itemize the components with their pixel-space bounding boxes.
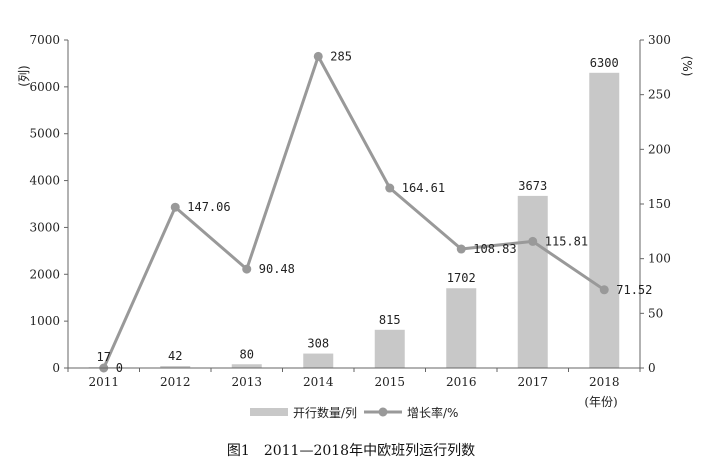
line-point bbox=[456, 244, 466, 254]
bar bbox=[374, 329, 405, 368]
bar-value-label: 17 bbox=[97, 350, 111, 364]
line-value-label: 0 bbox=[116, 361, 123, 375]
line-point bbox=[599, 285, 609, 295]
right-axis-ticks: 0 50 100 150 200 250 300 bbox=[640, 33, 671, 375]
bar bbox=[589, 72, 620, 369]
legend-bar-swatch bbox=[250, 408, 288, 416]
y-left-tick-label: 3000 bbox=[29, 220, 60, 234]
x-tick-label: 2015 bbox=[374, 375, 405, 389]
y-left-axis-title: (列) bbox=[17, 65, 31, 86]
y-right-tick-label: 100 bbox=[648, 252, 671, 266]
line-point bbox=[528, 236, 538, 246]
line-series bbox=[99, 51, 609, 373]
bar-value-label: 42 bbox=[168, 349, 182, 363]
y-left-tick-label: 0 bbox=[52, 361, 60, 375]
bar bbox=[517, 195, 548, 368]
legend: 开行数量/列 增长率/% bbox=[250, 405, 458, 420]
bar-value-label: 6300 bbox=[590, 56, 619, 70]
line-value-label: 108.83 bbox=[473, 242, 516, 256]
left-axis-ticks: 0 1000 2000 3000 4000 5000 6000 7000 bbox=[29, 33, 68, 375]
line-value-label: 115.81 bbox=[545, 234, 588, 248]
growth-rate-line bbox=[102, 54, 606, 369]
legend-bar-label: 开行数量/列 bbox=[293, 405, 357, 420]
y-left-tick-label: 1000 bbox=[29, 314, 60, 328]
bar-value-label: 80 bbox=[240, 347, 254, 361]
x-tick-label: 2018 bbox=[589, 375, 620, 389]
bar bbox=[231, 364, 262, 368]
y-right-tick-label: 250 bbox=[648, 88, 671, 102]
bar-series bbox=[88, 72, 620, 369]
line-value-label: 164.61 bbox=[402, 181, 445, 195]
x-tick-label: 2012 bbox=[160, 375, 191, 389]
line-value-label: 90.48 bbox=[259, 262, 295, 276]
x-axis-ticks: 2011 2012 2013 2014 2015 2016 2017 2018 bbox=[67, 368, 641, 389]
y-right-tick-label: 50 bbox=[648, 306, 663, 320]
y-left-tick-label: 5000 bbox=[29, 127, 60, 141]
x-axis-unit-label: (年份) bbox=[584, 395, 617, 409]
line-value-label: 147.06 bbox=[187, 200, 230, 214]
bar-value-label: 1702 bbox=[447, 271, 476, 285]
data-labels: 17 42 80 308 815 1702 3673 6300 0 147.06 90.48 285 1… bbox=[97, 49, 653, 375]
bar bbox=[303, 353, 334, 368]
chart-caption: 图1 2011—2018年中欧班列运行列数 bbox=[227, 443, 475, 459]
line-point bbox=[170, 202, 180, 212]
y-right-axis-title: (%) bbox=[680, 56, 694, 77]
bar bbox=[446, 288, 477, 368]
x-tick-label: 2013 bbox=[231, 375, 262, 389]
bar-value-label: 308 bbox=[307, 337, 329, 351]
axes bbox=[67, 40, 641, 369]
legend-line-marker bbox=[378, 407, 388, 417]
bar-value-label: 815 bbox=[379, 313, 401, 327]
line-point bbox=[242, 264, 252, 274]
y-right-tick-label: 300 bbox=[648, 33, 671, 47]
x-tick-label: 2017 bbox=[517, 375, 548, 389]
y-right-tick-label: 200 bbox=[648, 142, 671, 156]
x-tick-label: 2014 bbox=[303, 375, 334, 389]
y-right-tick-label: 150 bbox=[648, 197, 671, 211]
line-point bbox=[385, 183, 395, 193]
y-right-tick-label: 0 bbox=[648, 361, 656, 375]
y-left-tick-label: 6000 bbox=[29, 80, 60, 94]
y-left-tick-label: 7000 bbox=[29, 33, 60, 47]
bar bbox=[160, 366, 191, 368]
x-tick-label: 2016 bbox=[446, 375, 477, 389]
legend-line-label: 增长率/% bbox=[407, 405, 458, 420]
bar-value-label: 3673 bbox=[518, 179, 547, 193]
line-value-label: 285 bbox=[330, 49, 352, 63]
line-value-label: 71.52 bbox=[616, 283, 652, 297]
y-left-tick-label: 2000 bbox=[29, 267, 60, 281]
line-point bbox=[313, 51, 323, 61]
x-tick-label: 2011 bbox=[88, 375, 119, 389]
y-left-tick-label: 4000 bbox=[29, 174, 60, 188]
